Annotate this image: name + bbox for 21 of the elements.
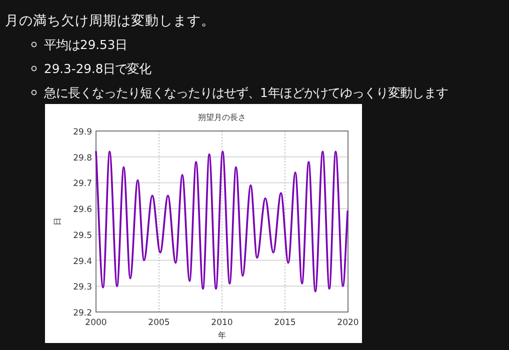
y-tick-label: 29.8	[73, 153, 92, 164]
y-tick-label: 29.9	[73, 128, 92, 138]
y-tick-label: 29.7	[73, 179, 92, 190]
x-tick-label: 2005	[148, 318, 170, 328]
x-tick-label: 2015	[274, 318, 296, 328]
x-tick-label: 2020	[337, 318, 359, 328]
text: 平均は29.53日	[44, 38, 128, 52]
x-tick-label: 2010	[211, 318, 233, 328]
x-tick-label: 2000	[85, 318, 107, 328]
text: 急に長くなったり短くなったりはせず、1年ほどかけてゆっくり変動します	[43, 86, 448, 100]
y-axis-title: 日	[53, 218, 62, 226]
text: 29.3-29.8日で変化	[44, 62, 152, 76]
y-tick-label: 29.5	[73, 230, 92, 241]
y-tick-label: 29.2	[73, 308, 92, 318]
y-tick-label: 29.6	[73, 205, 92, 216]
y-tick-label: 29.3	[73, 282, 92, 293]
x-axis-title: 年	[218, 331, 226, 340]
line-series	[95, 150, 349, 292]
text: 月の満ち欠け周期は変動します。	[5, 13, 215, 29]
y-tick-label: 29.4	[73, 256, 92, 267]
chart-title: 朔望月の長さ	[198, 113, 246, 122]
